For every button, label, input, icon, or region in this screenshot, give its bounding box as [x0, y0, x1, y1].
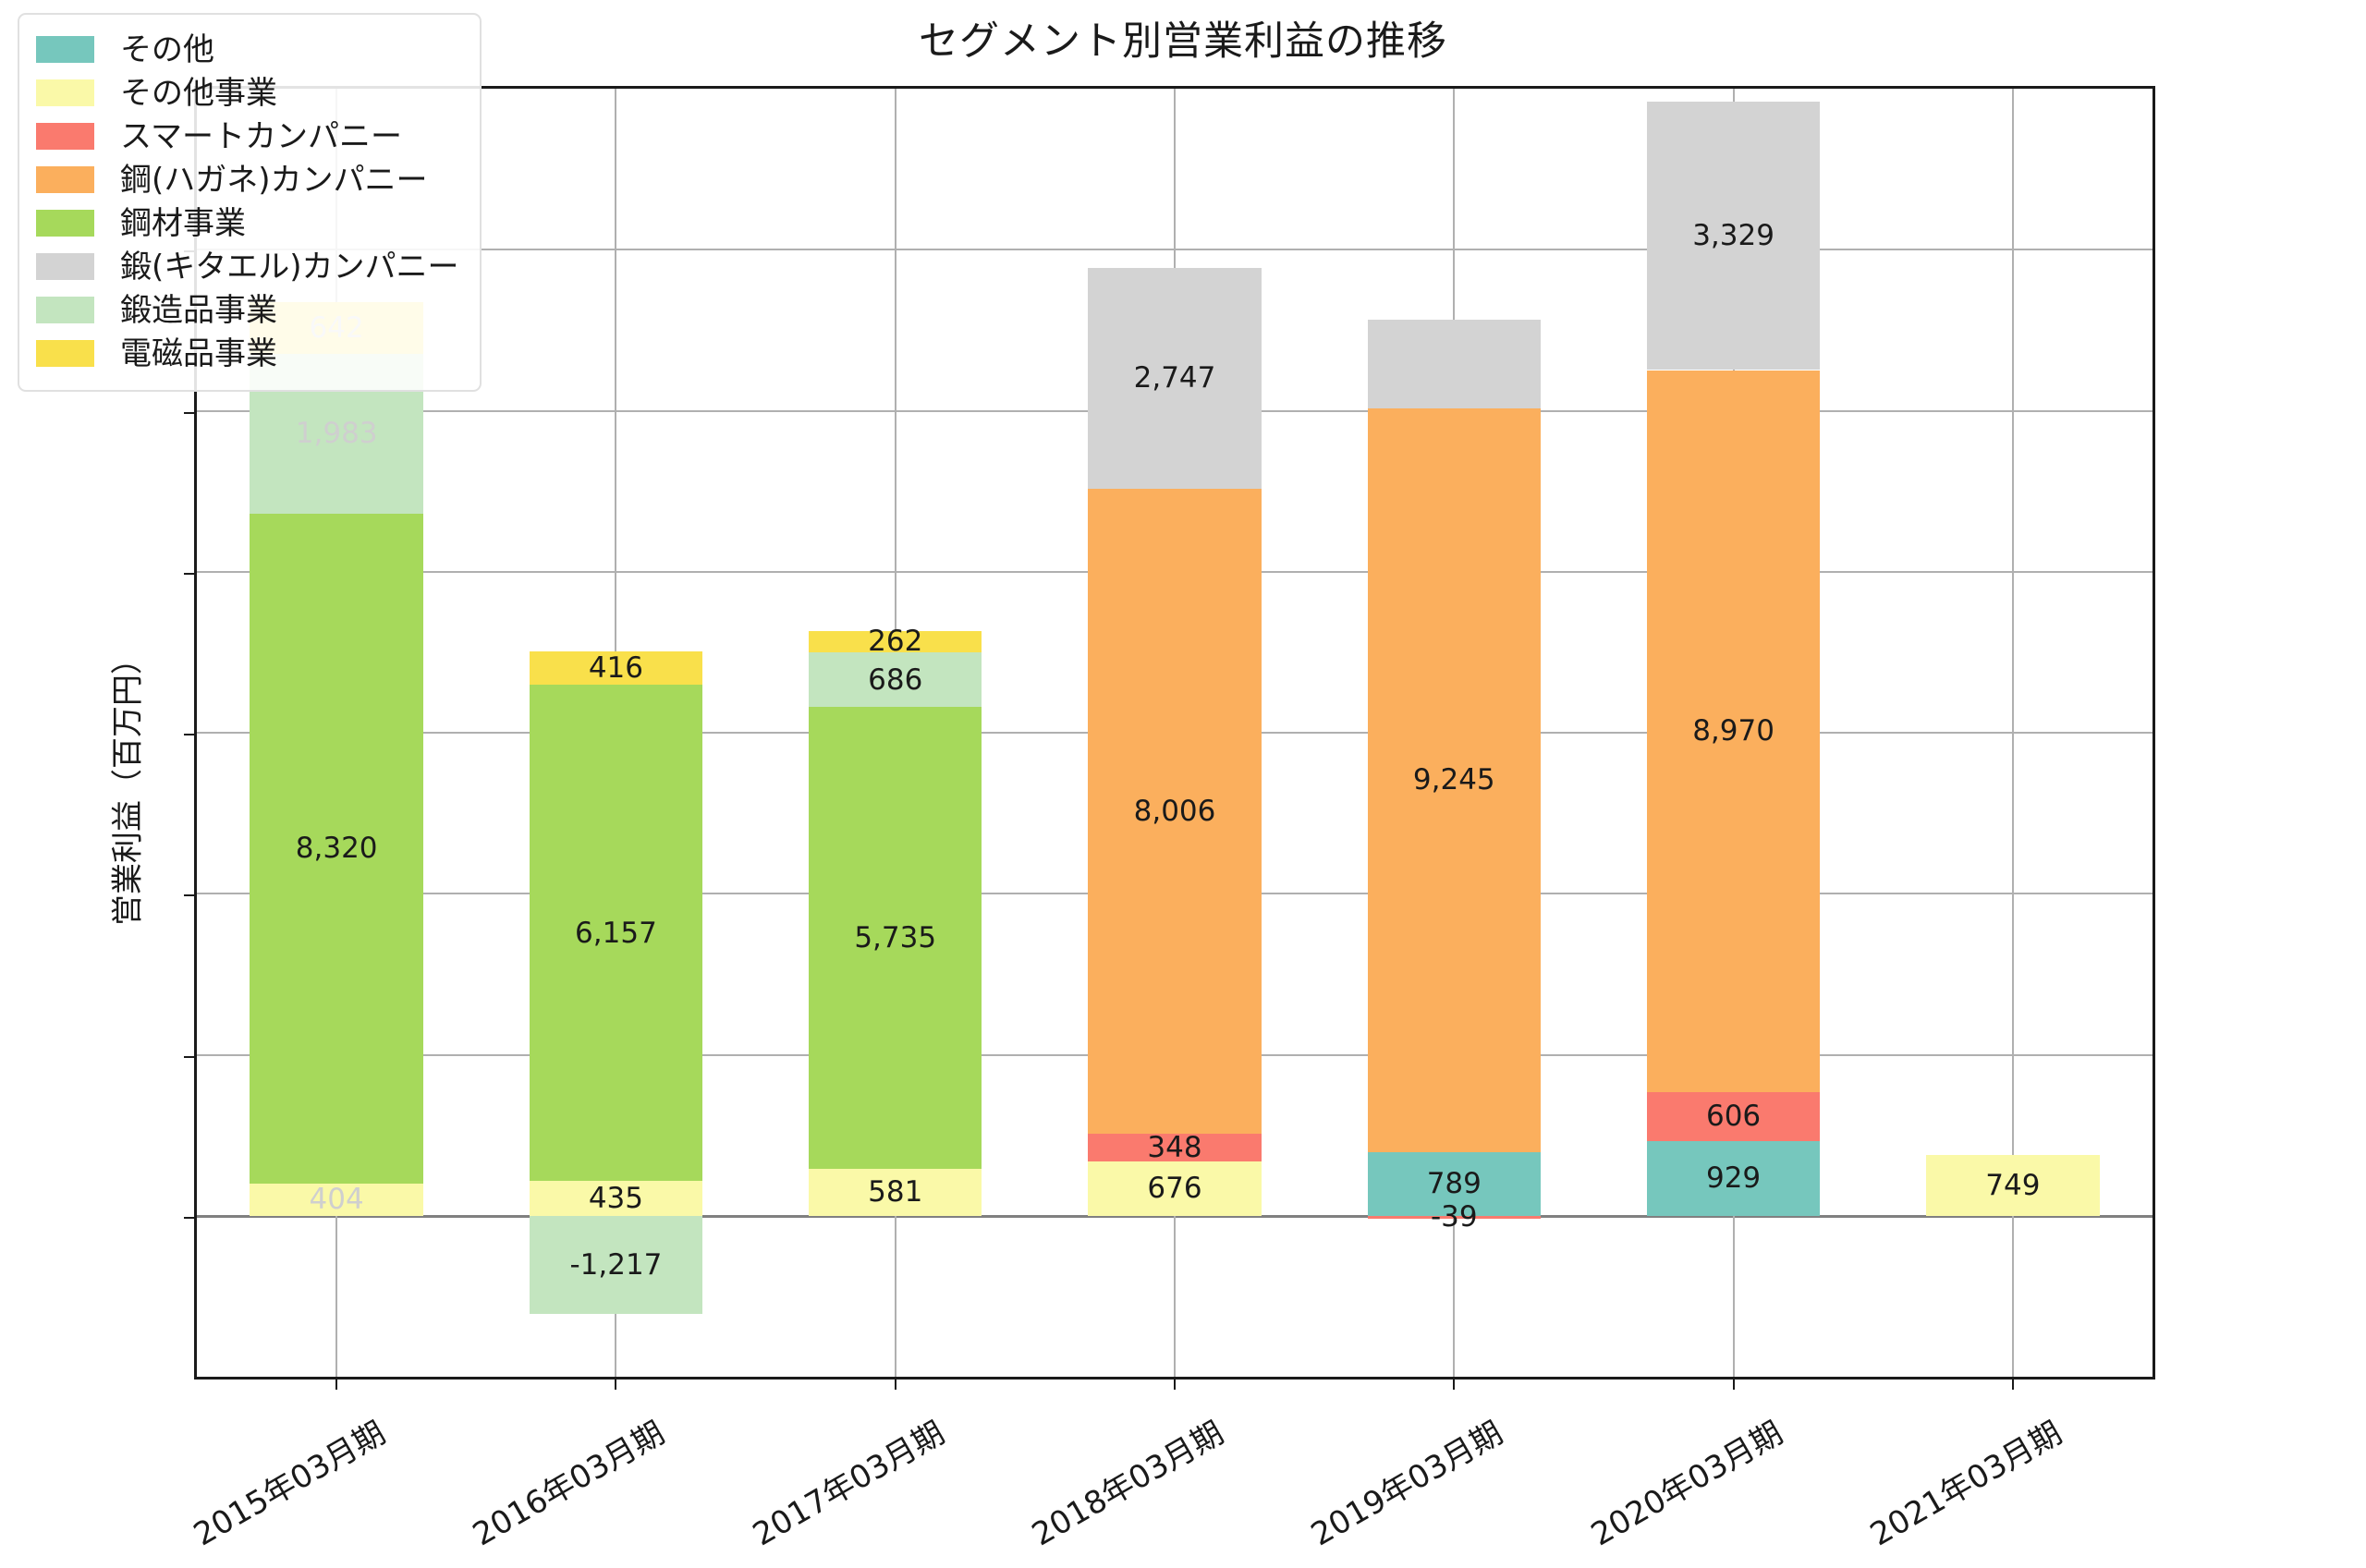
y-axis-title: 営業利益（百万円）: [109, 642, 147, 926]
legend-item-0[interactable]: その他: [36, 28, 459, 71]
y-axis-tick: [184, 1216, 197, 1219]
legend-item-6[interactable]: 鍛造品事業: [36, 288, 459, 332]
bar-segment: [1646, 370, 1821, 1092]
bar-value-label: 581: [868, 1175, 923, 1209]
bar-value-label: 416: [588, 651, 644, 686]
x-axis-tick: [1732, 1377, 1735, 1390]
legend-item-3[interactable]: 鋼(ハガネ)カンパニー: [36, 158, 459, 201]
bar-segment: [529, 1180, 703, 1216]
grid-line-vertical: [2011, 89, 2014, 1377]
bar-segment: [1367, 320, 1541, 408]
x-axis-tick: [894, 1377, 896, 1390]
y-axis-tick: [184, 411, 197, 414]
bar-value-label: 1,983: [295, 417, 378, 451]
legend-swatch-icon: [36, 253, 94, 280]
x-axis-tick-label: 2016年03月期: [467, 1414, 672, 1554]
legend-label: 鋼(ハガネ)カンパニー: [120, 161, 428, 199]
bar-segment: [1646, 1092, 1821, 1141]
bar-segment: [1646, 1140, 1821, 1216]
bar-segment: [1088, 1133, 1262, 1161]
y-axis-tick: [184, 1055, 197, 1058]
bar-value-label: 8,006: [1133, 794, 1216, 828]
legend-item-4[interactable]: 鋼材事業: [36, 201, 459, 245]
bar-value-label: 5,735: [854, 921, 937, 955]
bar-value-label: 435: [588, 1181, 644, 1215]
x-axis-tick-label: 2017年03月期: [746, 1414, 951, 1554]
bar-value-label: 8,320: [295, 832, 378, 866]
bar-segment: [1646, 102, 1821, 371]
legend-label: その他事業: [120, 74, 277, 112]
bar-value-label: 2,747: [1133, 361, 1216, 395]
x-axis-tick: [615, 1377, 617, 1390]
bar-value-label: 8,970: [1692, 714, 1774, 748]
bar-segment: [529, 651, 703, 686]
bar-segment: [1367, 1152, 1541, 1216]
bar-segment: [1367, 407, 1541, 1152]
legend-swatch-icon: [36, 340, 94, 367]
bar-segment: [250, 1183, 423, 1216]
x-axis-tick-label: 2020年03月期: [1584, 1414, 1789, 1554]
bar-segment: [1367, 1215, 1541, 1220]
chart-title: セグメント別営業利益の推移: [919, 18, 1447, 65]
legend-label: 鍛(キタエル)カンパニー: [120, 248, 459, 286]
bar-value-label: 789: [1426, 1167, 1482, 1201]
bar-segment: [1088, 489, 1262, 1134]
bar-segment: [529, 685, 703, 1181]
bar-segment: [1926, 1155, 2100, 1216]
bar-value-label: 348: [1147, 1130, 1202, 1164]
bar-value-label: 606: [1705, 1100, 1762, 1134]
legend-label: 鋼材事業: [120, 204, 246, 242]
bar-segment: [809, 1169, 982, 1216]
x-axis-tick: [1453, 1377, 1456, 1390]
bar-value-label: 9,245: [1412, 763, 1495, 797]
bar-value-label: 404: [309, 1183, 364, 1217]
bar-segment: [1088, 1161, 1262, 1216]
legend-item-7[interactable]: 電磁品事業: [36, 332, 459, 375]
bar-segment: [1088, 267, 1262, 489]
legend-label: その他: [120, 30, 214, 68]
bar-value-label: 749: [1985, 1169, 2041, 1203]
x-axis-tick-label: 2018年03月期: [1026, 1414, 1230, 1554]
bar-segment: [250, 513, 423, 1184]
bar-value-label: 3,329: [1692, 219, 1774, 253]
bar-value-label: 262: [868, 625, 923, 659]
bar-segment: [809, 707, 982, 1170]
legend-swatch-icon: [36, 36, 94, 63]
x-axis-tick-label: 2015年03月期: [188, 1414, 392, 1554]
legend-item-2[interactable]: スマートカンパニー: [36, 115, 459, 158]
x-axis-tick: [335, 1377, 338, 1390]
legend-swatch-icon: [36, 123, 94, 150]
x-axis-tick-label: 2019年03月期: [1305, 1414, 1510, 1554]
bar-segment: [809, 651, 982, 708]
bar-value-label: 676: [1147, 1172, 1202, 1206]
plot-clip: 4048,3201,9836424356,157-1,2174165815,73…: [197, 89, 2153, 1377]
legend-item-5[interactable]: 鍛(キタエル)カンパニー: [36, 245, 459, 288]
legend-item-1[interactable]: その他事業: [36, 71, 459, 115]
bar-value-label: -39: [1430, 1200, 1478, 1234]
legend-swatch-icon: [36, 297, 94, 323]
legend-swatch-icon: [36, 210, 94, 237]
y-axis-tick: [184, 734, 197, 735]
plot-area: 4048,3201,9836424356,157-1,2174165815,73…: [184, 86, 2155, 1553]
bar-value-label: 929: [1705, 1161, 1762, 1196]
legend-label: 電磁品事業: [120, 334, 277, 372]
y-axis-tick: [184, 894, 197, 897]
legend-label: 鍛造品事業: [120, 291, 277, 329]
y-axis-tick: [184, 572, 197, 575]
bar-value-label: 6,157: [575, 916, 657, 950]
legend-swatch-icon: [36, 166, 94, 193]
x-axis-tick: [1174, 1377, 1176, 1390]
bar-value-label: 686: [868, 662, 923, 697]
legend-swatch-icon: [36, 79, 94, 106]
chart-legend: その他その他事業スマートカンパニー 鋼(ハガネ)カンパニー 鋼材事業鍛(キタエル)カ…: [18, 13, 482, 392]
bar-segment: [809, 630, 982, 652]
bar-value-label: -1,217: [569, 1247, 663, 1282]
bar-segment: [529, 1215, 703, 1314]
x-axis-tick-label: 2021年03月期: [1863, 1414, 2068, 1554]
legend-label: スマートカンパニー: [120, 117, 402, 155]
x-axis-tick: [2011, 1377, 2014, 1390]
